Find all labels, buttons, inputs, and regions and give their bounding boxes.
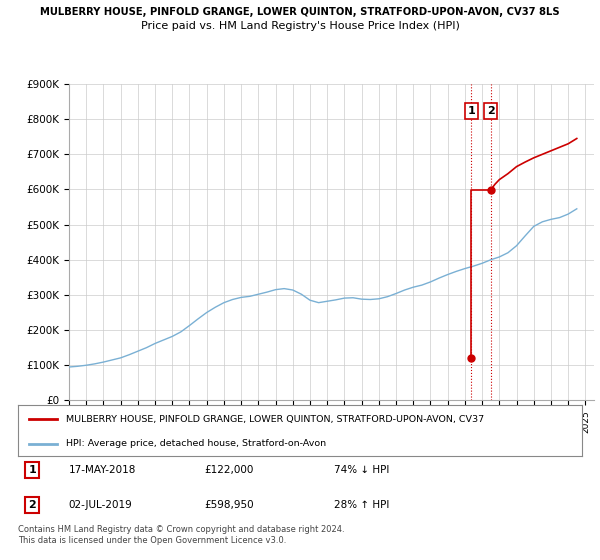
Text: 1: 1 (28, 465, 36, 475)
Text: Price paid vs. HM Land Registry's House Price Index (HPI): Price paid vs. HM Land Registry's House … (140, 21, 460, 31)
Text: 74% ↓ HPI: 74% ↓ HPI (334, 465, 389, 475)
Text: MULBERRY HOUSE, PINFOLD GRANGE, LOWER QUINTON, STRATFORD-UPON-AVON, CV37: MULBERRY HOUSE, PINFOLD GRANGE, LOWER QU… (66, 415, 484, 424)
Text: 2: 2 (28, 500, 36, 510)
Text: HPI: Average price, detached house, Stratford-on-Avon: HPI: Average price, detached house, Stra… (66, 439, 326, 448)
Text: 02-JUL-2019: 02-JUL-2019 (69, 500, 133, 510)
Text: 28% ↑ HPI: 28% ↑ HPI (334, 500, 389, 510)
Text: 17-MAY-2018: 17-MAY-2018 (69, 465, 136, 475)
Text: £122,000: £122,000 (204, 465, 253, 475)
Text: £598,950: £598,950 (204, 500, 254, 510)
Text: Contains HM Land Registry data © Crown copyright and database right 2024.
This d: Contains HM Land Registry data © Crown c… (18, 525, 344, 545)
Text: 2: 2 (487, 106, 494, 116)
Text: 1: 1 (467, 106, 475, 116)
Text: MULBERRY HOUSE, PINFOLD GRANGE, LOWER QUINTON, STRATFORD-UPON-AVON, CV37 8LS: MULBERRY HOUSE, PINFOLD GRANGE, LOWER QU… (40, 7, 560, 17)
